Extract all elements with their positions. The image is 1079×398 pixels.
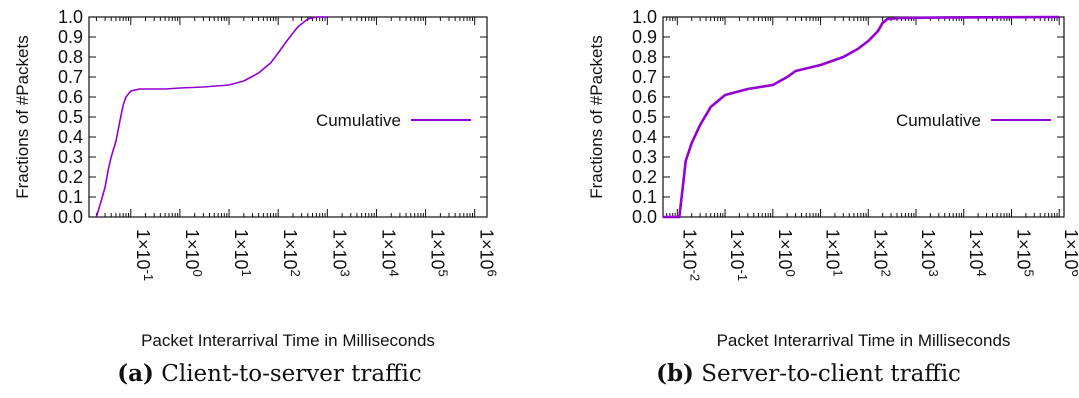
chart-svg-client-to-server: 0.00.10.20.30.40.50.60.70.80.91.0 1×10-1 1… (13, 7, 500, 350)
legend-label: Cumulative (896, 111, 981, 130)
y-tick-label: 1.0 (58, 7, 83, 27)
legend-label: Cumulative (316, 111, 401, 130)
x-tick-label: 1×101 (823, 229, 846, 277)
x-tick-label: 1×100 (182, 229, 205, 277)
y-tick-label: 0.6 (632, 87, 657, 107)
series-line-cumulative (95, 16, 328, 218)
y-tick-label: 0.7 (632, 67, 657, 87)
y-tick-label: 0.3 (58, 147, 83, 167)
x-tick-label: 1×10-1 (133, 229, 156, 281)
y-tick-label: 0.2 (632, 167, 657, 187)
y-tick-label: 1.0 (632, 7, 657, 27)
y-tick-label: 0.5 (632, 107, 657, 127)
y-tick-label: 0.5 (58, 107, 83, 127)
x-tick-label: 1×104 (966, 229, 989, 277)
y-tick-label: 0.7 (58, 67, 83, 87)
x-tick-label: 1×103 (918, 229, 941, 277)
chart-svg-server-to-client: 0.00.10.20.30.40.50.60.70.80.91.0 1×10-2 1… (587, 7, 1078, 350)
plot-frame (662, 16, 1065, 218)
y-tick-label: 0.4 (58, 127, 83, 147)
x-tick-label: 1×10-1 (727, 229, 750, 281)
y-tick-label: 0.9 (632, 27, 657, 47)
x-axis-label: Packet Interarrival Time in Milliseconds (717, 331, 1011, 350)
x-tick-label: 1×101 (231, 229, 254, 277)
y-tick-label: 0.1 (632, 187, 657, 207)
x-tick-label: 1×102 (280, 229, 303, 277)
y-tick-label: 0.9 (58, 27, 83, 47)
y-tick-label: 0.0 (58, 207, 83, 227)
y-tick-label: 0.1 (58, 187, 83, 207)
y-tick-label: 0.8 (632, 47, 657, 67)
caption-text: Client-to-server traffic (161, 361, 422, 387)
series-line-cumulative (663, 15, 1060, 219)
caption-text: Server-to-client traffic (701, 361, 961, 387)
y-axis-label: Fractions of #Packets (13, 35, 32, 198)
y-tick-label: 0.0 (632, 207, 657, 227)
chart-panel-server-to-client: 0.0 0.1 0.2 0.3 0.4 0.5 0.6 0.7 0.8 0.9 1.0 1×10-2 1… (539, 0, 1078, 398)
caption: (b) Server-to-client traffic (539, 360, 1078, 387)
x-tick-label: 1×106 (1061, 229, 1078, 277)
x-tick-label: 1×102 (870, 229, 893, 277)
x-tick-label: 1×100 (775, 229, 798, 277)
x-tick-label: 1×106 (477, 229, 500, 277)
x-tick-label: 1×10-2 (679, 229, 702, 281)
chart-panel-client-to-server: 0.0 0.1 0.2 0.3 0.4 0.5 0.6 0.7 0.8 0.9 1.0 1×10-1 1… (0, 0, 539, 398)
x-tick-label: 1×103 (329, 229, 352, 277)
x-tick-label: 1×105 (1013, 229, 1036, 277)
caption-tag: (a) (117, 360, 154, 387)
x-tick-label: 1×105 (428, 229, 451, 277)
caption: (a) Client-to-server traffic (0, 360, 539, 387)
x-tick-label: 1×104 (378, 229, 401, 277)
y-tick-label: 0.4 (632, 127, 657, 147)
y-tick-label: 0.8 (58, 47, 83, 67)
y-axis-label: Fractions of #Packets (587, 35, 606, 198)
caption-tag: (b) (656, 360, 694, 387)
x-axis-label: Packet Interarrival Time in Milliseconds (141, 331, 435, 350)
y-tick-label: 0.3 (632, 147, 657, 167)
plot-frame (88, 16, 488, 218)
y-tick-label: 0.2 (58, 167, 83, 187)
y-tick-label: 0.6 (58, 87, 83, 107)
